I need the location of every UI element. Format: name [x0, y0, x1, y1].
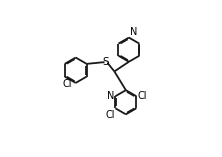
Text: Cl: Cl [105, 110, 115, 119]
Text: Cl: Cl [63, 78, 72, 89]
Text: S: S [103, 57, 109, 67]
Text: N: N [130, 27, 137, 37]
Text: N: N [107, 91, 114, 101]
Text: Cl: Cl [137, 91, 147, 101]
